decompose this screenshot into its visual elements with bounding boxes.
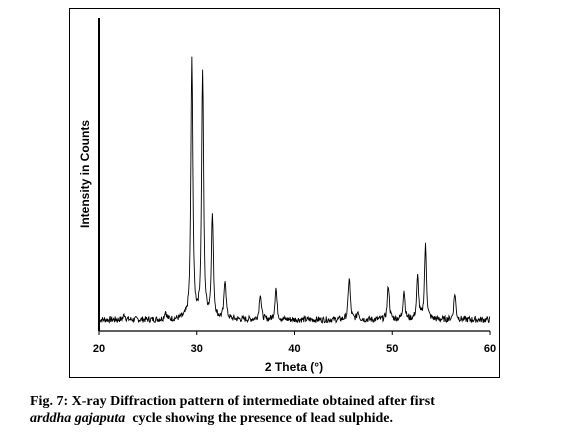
diffraction-pattern-line <box>98 56 491 324</box>
caption-italic-term: arddha gajaputa <box>30 411 126 426</box>
x-tick-label: 40 <box>288 343 300 355</box>
x-tick-label: 50 <box>386 343 398 355</box>
x-axis-title: 2 Theta (°) <box>265 360 323 374</box>
x-tick-labels: 20 30 40 50 60 <box>93 343 496 355</box>
caption-text-end: cycle showing the presence of lead sulph… <box>125 411 394 426</box>
x-tick-label: 60 <box>484 343 496 355</box>
xrd-chart: 20 30 40 50 60 2 Theta (°) Intensity in Coun… <box>78 18 496 374</box>
x-tick-label: 20 <box>93 343 105 355</box>
x-tick-label: 30 <box>191 343 203 355</box>
x-ticks <box>98 331 491 335</box>
figure-frame <box>69 8 500 378</box>
figure-caption: Fig. 7: X-ray Diffraction pattern of int… <box>30 393 560 427</box>
y-axis-title: Intensity in Counts <box>78 120 92 228</box>
caption-text: Fig. 7: X-ray Diffraction pattern of int… <box>30 394 435 409</box>
